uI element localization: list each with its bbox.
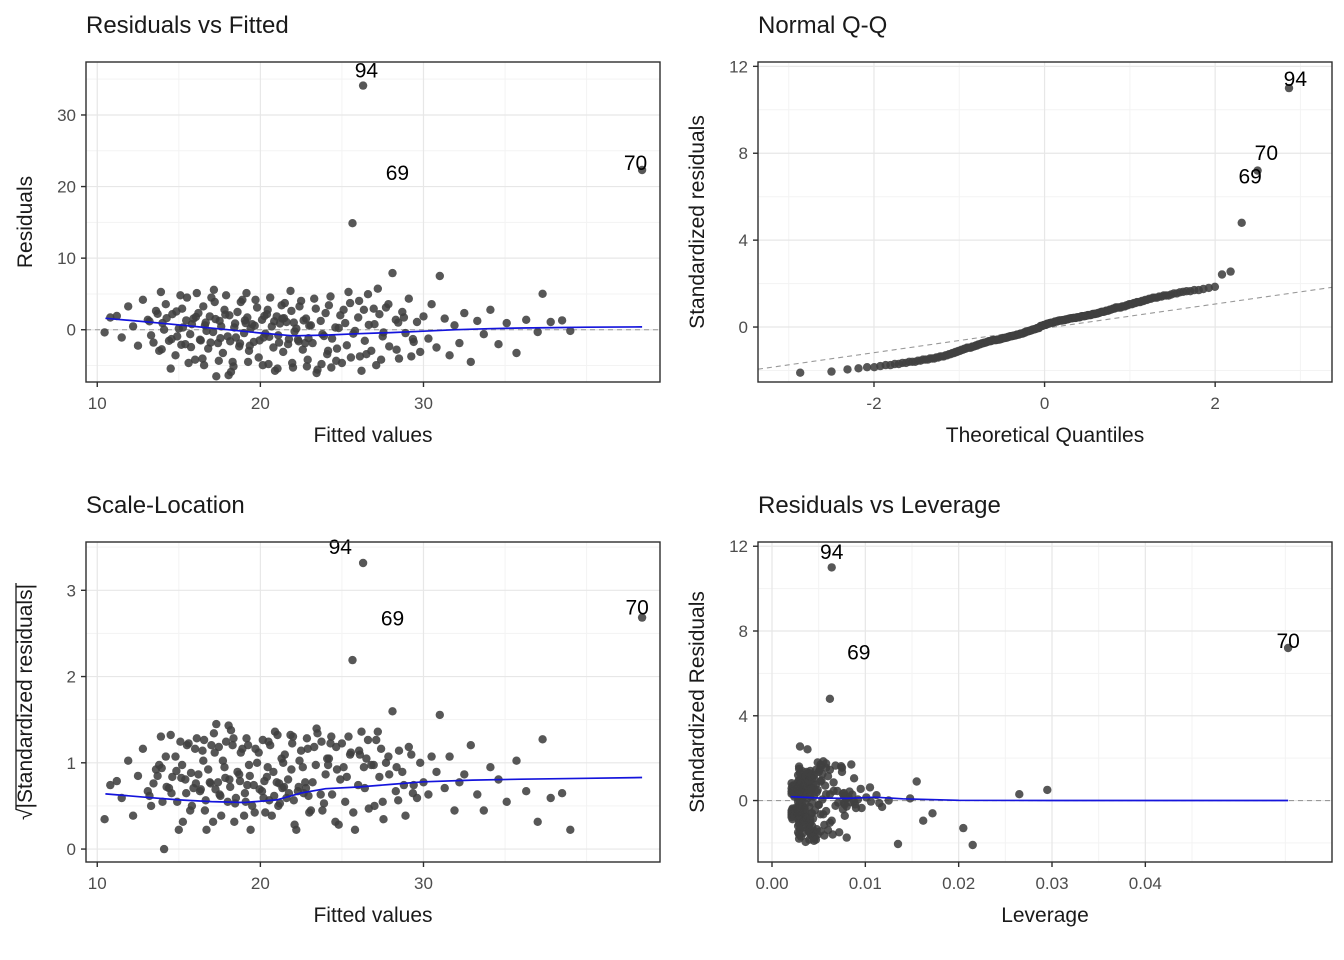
y-axis-title: Standardized residuals xyxy=(686,115,709,329)
svg-text:√|Standardized residuals|: √|Standardized residuals| xyxy=(14,584,37,820)
y-tick-label: 4 xyxy=(739,707,748,726)
y-tick-label: 0 xyxy=(739,318,748,337)
smooth-line xyxy=(105,317,643,337)
y-tick-label: 12 xyxy=(729,537,748,556)
outlier-label: 70 xyxy=(625,596,648,619)
outlier-label: 94 xyxy=(329,536,353,559)
smooth-line xyxy=(105,776,643,804)
outlier-label: 69 xyxy=(847,642,870,665)
x-tick-label: 0.02 xyxy=(942,874,975,893)
y-tick-label: 0 xyxy=(67,321,76,340)
outlier-label: 70 xyxy=(624,152,647,175)
y-tick-label: 0 xyxy=(739,792,748,811)
x-tick-label: 0.03 xyxy=(1035,874,1068,893)
y-tick-label: 1 xyxy=(67,754,76,773)
svg-text:Residuals: Residuals xyxy=(14,176,37,268)
y-tick-label: 0 xyxy=(67,840,76,859)
svg-text:Standardized Residuals: Standardized Residuals xyxy=(686,591,709,813)
gridlines-minor xyxy=(758,542,1332,862)
outlier-labels: 94 69 70 xyxy=(355,60,647,185)
panel-title: Scale-Location xyxy=(86,492,245,519)
svg-text:Standardized residuals: Standardized residuals xyxy=(686,115,709,329)
x-tick-label: 0 xyxy=(1040,394,1049,413)
y-tick-label: 12 xyxy=(729,57,748,76)
y-tick-label: 10 xyxy=(57,249,76,268)
x-axis-title: Leverage xyxy=(1001,904,1089,927)
outlier-label: 69 xyxy=(1238,166,1261,189)
outlier-label: 69 xyxy=(386,162,409,185)
y-tick-label: 4 xyxy=(739,231,748,250)
panel-cell-normal-qq: 94 70 69 -2 0 2 0 4 8 12 Theoretical Quantiles Stan… xyxy=(672,0,1344,480)
x-tick-label: 30 xyxy=(414,874,433,893)
x-axis-title: Fitted values xyxy=(313,424,432,447)
y-tick-label: 2 xyxy=(67,668,76,687)
x-tick-label: 10 xyxy=(88,874,107,893)
panel-border xyxy=(85,61,661,383)
y-axis-title: Standardized Residuals xyxy=(686,591,709,813)
axes: 10 20 30 0 1 2 3 xyxy=(67,581,433,893)
panel-title: Residuals vs Fitted xyxy=(86,12,289,39)
panel-residuals-vs-fitted: 94 69 70 10 20 30 0 10 20 30 Fitted values Residual… xyxy=(14,12,661,447)
y-axis-title: √|Standardized residuals| xyxy=(14,582,37,820)
axes: 0.00 0.01 0.02 0.03 0.04 0 4 8 12 xyxy=(729,537,1162,893)
y-tick-label: 8 xyxy=(739,144,748,163)
x-axis-title: Theoretical Quantiles xyxy=(946,424,1144,447)
outlier-labels: 94 69 70 xyxy=(820,541,1300,665)
x-tick-label: 10 xyxy=(88,394,107,413)
x-tick-label: 0.01 xyxy=(849,874,882,893)
y-tick-label: 3 xyxy=(67,581,76,600)
panel-title: Normal Q-Q xyxy=(758,12,887,39)
x-tick-label: 0.00 xyxy=(755,874,788,893)
outlier-label: 94 xyxy=(355,60,379,83)
scatter-points xyxy=(787,563,1293,850)
outlier-label: 94 xyxy=(820,541,844,564)
panel-border xyxy=(757,541,1333,863)
panel-cell-residuals-vs-leverage: 94 69 70 0.00 0.01 0.02 0.03 0.04 0 4 8 12 Leverage S… xyxy=(672,480,1344,960)
x-tick-label: 20 xyxy=(251,394,270,413)
panel-title: Residuals vs Leverage xyxy=(758,492,1001,519)
x-axis-title: Fitted values xyxy=(313,904,432,927)
scatter-points xyxy=(796,83,1294,377)
axes: 10 20 30 0 10 20 30 xyxy=(57,106,433,413)
y-tick-label: 20 xyxy=(57,178,76,197)
outlier-label: 70 xyxy=(1255,142,1278,165)
outlier-label: 70 xyxy=(1276,630,1299,653)
x-tick-label: 2 xyxy=(1210,394,1219,413)
x-tick-label: 30 xyxy=(414,394,433,413)
outlier-label: 94 xyxy=(1284,68,1308,91)
gridlines-major xyxy=(86,62,660,382)
axes: -2 0 2 0 4 8 12 xyxy=(729,57,1220,413)
outlier-label: 69 xyxy=(381,608,404,631)
smooth-line xyxy=(790,795,1289,802)
y-tick-label: 30 xyxy=(57,106,76,125)
y-tick-label: 8 xyxy=(739,622,748,641)
x-tick-label: 20 xyxy=(251,874,270,893)
panel-cell-scale-location: 94 69 70 10 20 30 0 1 2 3 Fitted values √|Standardi… xyxy=(0,480,672,960)
panel-residuals-vs-leverage: 94 69 70 0.00 0.01 0.02 0.03 0.04 0 4 8 12 Leverage S… xyxy=(686,492,1333,927)
panel-border xyxy=(85,541,661,863)
x-tick-label: -2 xyxy=(866,394,881,413)
scatter-points xyxy=(100,81,647,381)
y-axis-title: Residuals xyxy=(14,176,37,268)
panel-cell-residuals-vs-fitted: 94 69 70 10 20 30 0 10 20 30 Fitted values Residual… xyxy=(0,0,672,480)
panel-scale-location: 94 69 70 10 20 30 0 1 2 3 Fitted values √|Standardi… xyxy=(14,492,661,927)
scatter-points xyxy=(100,558,647,854)
x-tick-label: 0.04 xyxy=(1129,874,1162,893)
